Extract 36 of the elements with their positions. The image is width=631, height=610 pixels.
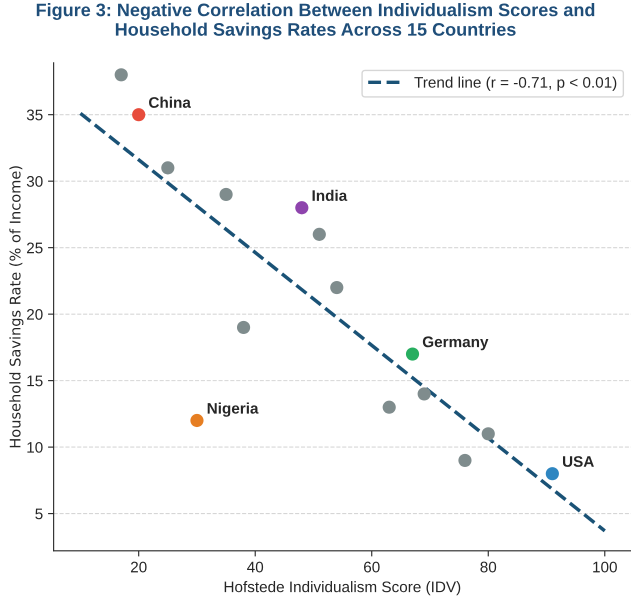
point — [406, 347, 420, 361]
point — [458, 454, 472, 467]
annotation: India — [312, 190, 348, 201]
x-axis-title: Hofstede Individualism Score (IDV) — [224, 581, 460, 596]
y-tick-label: 20 — [26, 309, 43, 320]
y-tick-label: 25 — [26, 242, 43, 254]
point — [161, 161, 174, 174]
x-tick-label: 40 — [247, 562, 264, 572]
point — [330, 280, 344, 294]
x-tick-label: 80 — [480, 562, 496, 572]
y-tick-label: 10 — [27, 442, 43, 453]
y-tick-label: 35 — [26, 110, 43, 120]
point — [482, 427, 495, 440]
point — [382, 400, 396, 414]
point — [312, 228, 326, 241]
x-tick-label: 20 — [130, 562, 147, 572]
annotation: China — [149, 96, 191, 108]
y-tick-label: 15 — [27, 376, 43, 386]
chart-title: Figure 3: Negative Correlation Between Individualism Scores and Household Savings Rates Across 15 Countries — [36, 3, 594, 40]
point — [546, 467, 559, 480]
point — [418, 387, 431, 401]
x-tick-label: 100 — [593, 562, 617, 572]
y-axis-title: Household Savings Rate (% of Income) — [9, 166, 24, 448]
point — [220, 188, 233, 202]
annotation: Nigeria — [208, 402, 259, 417]
point — [295, 201, 308, 214]
annotation: USA — [562, 456, 594, 467]
point — [132, 108, 146, 122]
y-tick-label: 30 — [26, 176, 43, 187]
point — [236, 320, 250, 334]
point — [114, 68, 128, 82]
point — [190, 414, 204, 428]
y-tick-label: 5 — [35, 508, 43, 520]
legend-label: Trend line (r = -0.71, p < 0.01) — [414, 76, 616, 91]
x-tick-label: 60 — [364, 562, 380, 572]
annotation: Germany — [422, 336, 488, 350]
